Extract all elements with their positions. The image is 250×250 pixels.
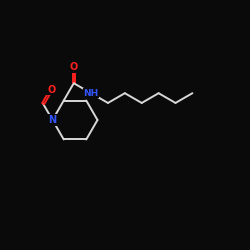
Text: O: O bbox=[47, 85, 56, 95]
Text: O: O bbox=[70, 62, 78, 72]
Text: NH: NH bbox=[84, 89, 99, 98]
Text: N: N bbox=[48, 115, 56, 125]
